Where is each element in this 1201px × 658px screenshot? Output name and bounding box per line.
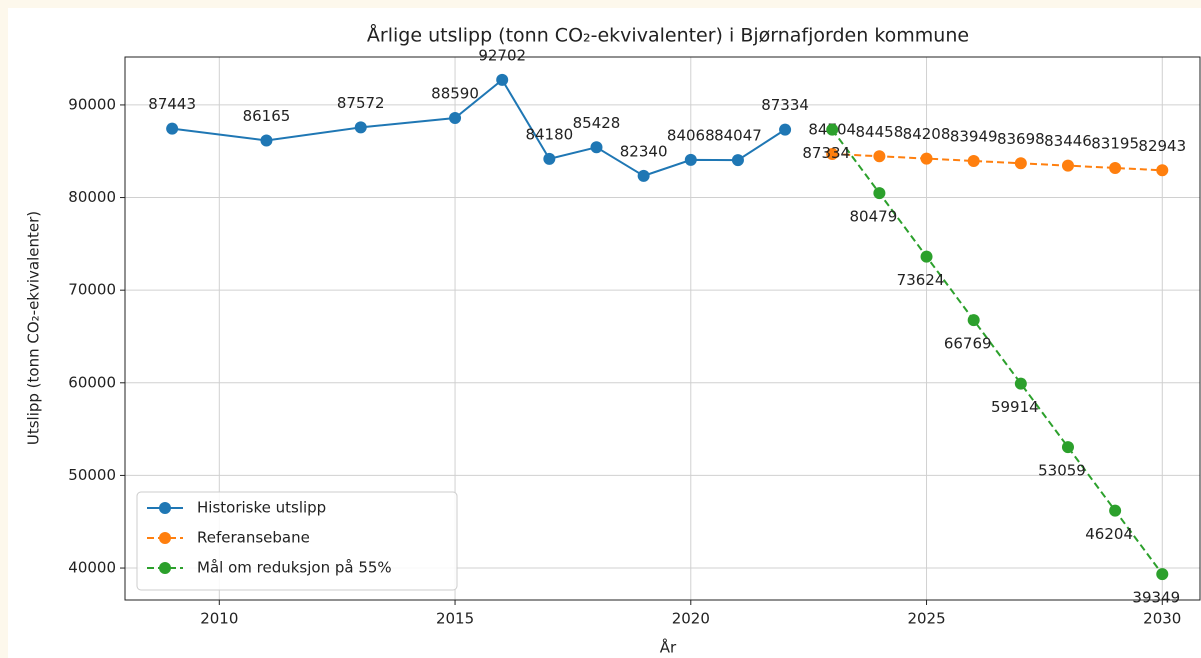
point xyxy=(826,147,839,160)
data-label: 84458 xyxy=(856,123,904,141)
point xyxy=(260,134,273,147)
point xyxy=(967,314,980,327)
series-line xyxy=(832,152,1163,172)
data-label: 87443 xyxy=(148,95,196,113)
y-axis-label: Utslipp (tonn CO₂-ekvivalenter) xyxy=(25,211,43,445)
data-label: 87334 xyxy=(802,144,850,162)
y-tick-label: 80000 xyxy=(68,188,116,206)
chart-title: Årlige utslipp (tonn CO₂-ekvivalenter) i… xyxy=(367,24,969,47)
point xyxy=(637,169,650,182)
point xyxy=(684,153,697,166)
data-label: 59914 xyxy=(991,398,1039,416)
point xyxy=(1014,377,1027,390)
data-label: 83698 xyxy=(997,130,1045,148)
y-tick-label: 60000 xyxy=(68,373,116,391)
plot-frame xyxy=(124,56,1201,601)
point xyxy=(590,141,603,154)
x-tick-label: 2010 xyxy=(200,610,238,628)
legend-marker xyxy=(159,532,171,544)
point xyxy=(496,73,509,86)
y-tick-label: 90000 xyxy=(68,95,116,113)
point xyxy=(1061,441,1074,454)
point xyxy=(826,123,839,136)
data-label: 88590 xyxy=(431,84,479,102)
data-label: 87572 xyxy=(337,94,385,112)
data-label: 80479 xyxy=(850,208,898,226)
data-label: 83949 xyxy=(950,127,998,145)
point xyxy=(1156,164,1169,177)
data-label: 53059 xyxy=(1038,462,1086,480)
data-label: 87334 xyxy=(761,96,809,114)
x-tick-label: 2015 xyxy=(436,610,474,628)
x-tick-label: 2020 xyxy=(672,610,710,628)
data-label: 46204 xyxy=(1085,525,1133,543)
point xyxy=(1109,504,1122,517)
y-tick-label: 70000 xyxy=(68,281,116,299)
data-label: 83195 xyxy=(1091,134,1139,152)
data-label: 83446 xyxy=(1044,132,1092,150)
series-line xyxy=(831,129,1164,575)
point xyxy=(166,122,179,135)
point xyxy=(354,121,367,134)
point xyxy=(543,152,556,165)
point xyxy=(920,250,933,263)
data-label: 84208 xyxy=(903,125,951,143)
point xyxy=(873,150,886,163)
legend-label: Referansebane xyxy=(197,529,310,547)
data-label: 84047 xyxy=(714,127,762,145)
legend-label: Mål om reduksjon på 55% xyxy=(197,559,392,577)
data-label: 92702 xyxy=(478,46,526,64)
x-tick-label: 2030 xyxy=(1143,610,1181,628)
legend-box xyxy=(136,491,458,591)
data-label: 39349 xyxy=(1132,589,1180,607)
point xyxy=(779,123,792,136)
point xyxy=(1014,157,1027,170)
legend-marker xyxy=(159,562,171,574)
x-axis-label: År xyxy=(660,638,677,657)
point xyxy=(967,154,980,167)
data-label: 85428 xyxy=(573,114,621,132)
data-label: 84068 xyxy=(667,126,715,144)
data-label: 84180 xyxy=(525,125,573,143)
data-label: 82943 xyxy=(1138,137,1186,155)
data-label: 73624 xyxy=(897,271,945,289)
data-label: 66769 xyxy=(944,335,992,353)
y-tick-label: 40000 xyxy=(68,559,116,577)
point xyxy=(873,187,886,200)
data-label: 86165 xyxy=(243,107,291,125)
data-label: 82340 xyxy=(620,142,668,160)
point xyxy=(731,154,744,167)
y-tick-label: 50000 xyxy=(68,466,116,484)
point xyxy=(920,152,933,165)
point xyxy=(1109,161,1122,174)
point xyxy=(449,111,462,124)
x-tick-label: 2025 xyxy=(907,610,945,628)
legend-marker xyxy=(159,502,171,514)
legend-label: Historiske utslipp xyxy=(197,499,326,517)
point xyxy=(1156,568,1169,581)
point xyxy=(1061,159,1074,172)
